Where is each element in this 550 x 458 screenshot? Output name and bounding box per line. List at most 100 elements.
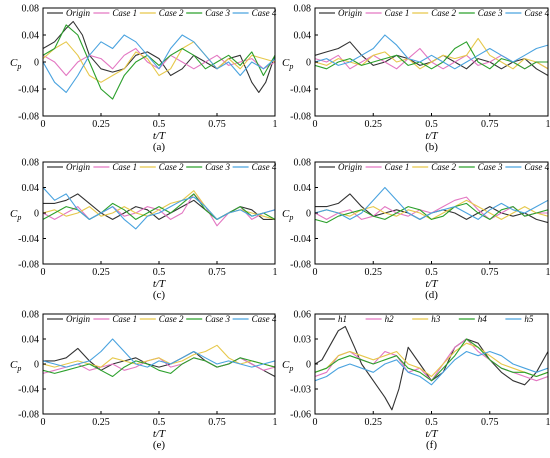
series-line-case-2 (315, 37, 548, 70)
legend-label: Case 2 (431, 162, 456, 172)
legend-label: Origin (66, 314, 91, 324)
series-line-h2 (315, 338, 548, 382)
x-tick-label: 0.75 (208, 417, 226, 428)
series-line-case-1 (43, 47, 275, 77)
y-tick-label: -0.04 (290, 85, 311, 96)
series-line-case-2 (43, 344, 275, 368)
y-tick-label: 0.08 (294, 4, 312, 15)
legend-label: Case 4 (524, 8, 549, 18)
panel-label: (c) (153, 289, 166, 301)
x-tick-label: 0.5 (153, 119, 166, 130)
legend-label: Case 3 (205, 8, 230, 18)
y-tick-label: 0.04 (22, 183, 40, 194)
x-tick-label: 0.5 (153, 417, 166, 428)
series-line-origin (43, 20, 275, 93)
x-tick-label: 0.25 (365, 417, 383, 428)
series-line-case-4 (43, 338, 275, 368)
panel-label: (d) (425, 289, 438, 301)
legend-label: Case 1 (112, 162, 137, 172)
x-axis-label: t/T (425, 130, 438, 142)
series-line-case-4 (315, 34, 548, 70)
x-tick-label: 0 (313, 267, 318, 278)
y-tick-label: -0.04 (18, 385, 39, 396)
legend-label: Case 1 (385, 8, 410, 18)
legend-label: Origin (66, 8, 91, 18)
series-line-case-4 (43, 187, 275, 230)
series-line-case-4 (43, 34, 275, 93)
y-tick-label: -0.08 (18, 112, 39, 123)
legend-label: h1 (338, 314, 347, 324)
y-tick-label: 0.04 (294, 183, 312, 194)
legend-label: h5 (524, 314, 534, 324)
x-tick-label: 0.75 (208, 119, 226, 130)
x-tick-label: 0 (41, 119, 46, 130)
panel-2: 0 0.25 0.5 0.75 1 0.08 0.04 0 -0.04 -0.08 Cp t/T(c)… (10, 158, 278, 302)
panel-label: (a) (153, 141, 166, 153)
legend-label: Origin (338, 162, 363, 172)
legend-label: Case 4 (252, 314, 277, 324)
y-tick-label: -0.08 (290, 260, 311, 271)
x-axis-label: t/T (153, 428, 166, 440)
panel-label: (b) (425, 141, 438, 153)
y-tick-label: 0.03 (294, 335, 312, 346)
series-line-h4 (315, 338, 548, 382)
legend-label: h4 (478, 314, 488, 324)
series-line-h5 (315, 350, 548, 386)
x-tick-label: 0.75 (208, 267, 226, 278)
legend-label: Case 3 (478, 8, 503, 18)
y-tick-label: -0.08 (18, 260, 39, 271)
legend-label: Case 2 (159, 8, 184, 18)
y-axis-label: Cp (10, 359, 21, 373)
legend-label: Case 2 (159, 314, 184, 324)
x-axis-label: t/T (153, 278, 166, 290)
legend-label: Case 4 (524, 162, 549, 172)
x-axis-label: t/T (425, 428, 438, 440)
x-tick-label: 0.5 (425, 417, 438, 428)
panel-label: (f) (426, 439, 437, 451)
y-tick-label: 0.08 (294, 158, 312, 169)
x-tick-label: 0.75 (481, 119, 499, 130)
series-line-case-1 (43, 357, 275, 374)
y-tick-label: -0.06 (290, 410, 311, 421)
series-line-origin (315, 193, 548, 224)
x-tick-label: 1 (546, 267, 550, 278)
series-line-case-3 (43, 24, 275, 100)
legend-label: h3 (431, 314, 441, 324)
legend-label: Case 1 (112, 314, 137, 324)
panel-1: 0 0.25 0.5 0.75 1 0.08 0.04 0 -0.04 -0.08 Cp t/T(b)… (282, 4, 550, 154)
series-line-h1 (315, 325, 548, 411)
y-tick-label: 0.08 (22, 158, 40, 169)
panel-5: 0 0.25 0.5 0.75 1 0.06 0.03 0 -0.03 -0.06 Cp t/T(f)… (282, 310, 550, 452)
legend-label: Case 2 (431, 8, 456, 18)
legend-label: Origin (338, 8, 363, 18)
panel-4: 0 0.25 0.5 0.75 1 0.08 0.04 0 -0.04 -0.08 Cp t/T(e)… (10, 310, 278, 452)
y-tick-label: -0.04 (18, 234, 39, 245)
y-tick-label: 0 (306, 209, 311, 220)
y-tick-label: 0.06 (294, 310, 312, 321)
x-tick-label: 0.5 (153, 267, 166, 278)
legend-label: Case 1 (112, 8, 137, 18)
series-line-origin (43, 347, 275, 377)
y-tick-label: 0 (306, 360, 311, 371)
x-tick-label: 1 (273, 119, 278, 130)
legend-label: Case 3 (205, 314, 230, 324)
x-tick-label: 0.75 (481, 417, 499, 428)
series-line-case-4 (315, 186, 548, 220)
x-tick-label: 1 (273, 267, 278, 278)
y-axis-label: Cp (10, 57, 21, 71)
x-tick-label: 0 (313, 417, 318, 428)
y-tick-label: 0 (306, 58, 311, 69)
y-tick-label: -0.08 (18, 410, 39, 421)
y-axis-label: Cp (282, 359, 293, 373)
y-axis-label: Cp (282, 57, 293, 71)
x-tick-label: 0.25 (92, 417, 110, 428)
y-axis-label: Cp (10, 208, 21, 222)
x-tick-label: 0 (41, 417, 46, 428)
legend-label: Case 3 (478, 162, 503, 172)
x-tick-label: 1 (273, 417, 278, 428)
y-tick-label: 0.08 (22, 4, 40, 15)
legend-label: Case 2 (159, 162, 184, 172)
legend-label: h2 (385, 314, 395, 324)
x-tick-label: 0.5 (425, 119, 438, 130)
